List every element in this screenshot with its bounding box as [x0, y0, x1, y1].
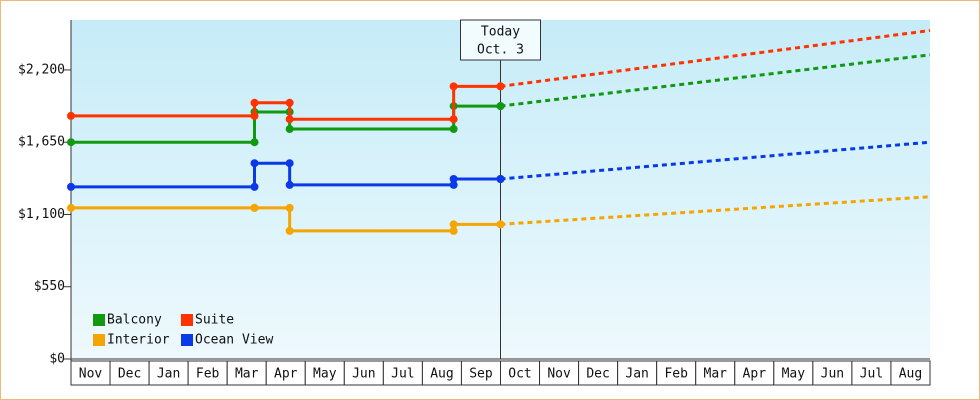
forecast-line [500, 53, 931, 108]
x-category-box [265, 360, 306, 386]
point [496, 174, 505, 183]
x-category-box [890, 360, 931, 386]
legend-label: Ocean View [195, 333, 273, 348]
x-category-box [460, 360, 502, 386]
x-tick-label: Feb [664, 367, 688, 382]
x-category-box [226, 360, 267, 386]
point [496, 82, 505, 91]
today-label: Oct. 3 [477, 43, 524, 58]
x-tick-label: Dec [586, 367, 609, 382]
x-tick-label: Oct [508, 367, 531, 382]
x-category-box [304, 360, 345, 386]
point [285, 226, 294, 235]
y-tick-label: $0 [49, 352, 65, 367]
x-tick-label: Dec [118, 367, 141, 382]
x-tick-label: Apr [274, 367, 298, 382]
x-tick-label: Aug [899, 367, 922, 382]
forecast-line [500, 29, 931, 88]
x-category-box [500, 360, 541, 386]
point [449, 220, 458, 229]
point [449, 174, 458, 183]
point [67, 111, 75, 120]
legend-swatch [181, 314, 193, 326]
x-tick-label: Feb [196, 367, 220, 382]
point [496, 220, 505, 229]
point [285, 125, 294, 134]
step-end-dot [449, 115, 458, 124]
y-tick-label: $550 [34, 279, 65, 294]
x-category-box [773, 360, 814, 386]
y-tick-label: $1,650 [18, 135, 65, 150]
point [449, 82, 458, 91]
x-tick-label: Apr [743, 367, 767, 382]
x-tick-label: Nov [79, 367, 103, 382]
legend-label: Balcony [107, 313, 162, 328]
x-category-box [656, 360, 697, 386]
point [67, 182, 75, 191]
x-tick-label: Aug [430, 367, 453, 382]
legend-swatch [93, 334, 105, 346]
today-label: Today [481, 25, 520, 40]
x-tick-label: Jan [625, 367, 648, 382]
x-tick-label: Jul [860, 367, 883, 382]
x-tick-label: Nov [547, 367, 571, 382]
legend-swatch [93, 314, 105, 326]
point [250, 159, 259, 168]
today-box [460, 19, 541, 61]
legend-swatch [181, 334, 193, 346]
legend-label: Suite [195, 313, 234, 328]
x-category-box [617, 360, 658, 386]
x-tick-label: Sep [469, 367, 493, 382]
x-category-box [695, 360, 736, 386]
x-tick-label: May [782, 367, 806, 382]
x-tick-label: Mar [235, 367, 259, 382]
x-tick-label: Jan [157, 367, 180, 382]
legend-label: Interior [107, 333, 170, 348]
step-end-dot [285, 159, 294, 168]
x-tick-label: May [313, 367, 337, 382]
point [67, 138, 75, 147]
step-end-dot [250, 111, 259, 120]
step-end-dot [250, 182, 259, 191]
step-end-dot [449, 226, 458, 235]
x-tick-label: Jun [352, 367, 375, 382]
x-category-box [734, 360, 775, 386]
point [285, 115, 294, 124]
x-category-box [578, 360, 619, 386]
step-end-dot [285, 98, 294, 107]
step-end-dot [449, 125, 458, 134]
point [250, 98, 259, 107]
point [496, 102, 505, 111]
point [285, 180, 294, 189]
x-category-box [343, 360, 384, 386]
y-tick-label: $2,200 [18, 62, 65, 77]
point [250, 203, 259, 212]
x-tick-label: Jul [391, 367, 414, 382]
x-tick-label: Jun [821, 367, 844, 382]
x-category-box [70, 360, 111, 386]
step-end-dot [285, 203, 294, 212]
step-end-dot [449, 180, 458, 189]
step-end-dot [250, 138, 259, 147]
x-tick-label: Mar [704, 367, 728, 382]
y-tick-label: $1,100 [18, 207, 65, 222]
x-category-box [851, 360, 892, 386]
x-category-box [421, 360, 462, 386]
point [67, 203, 75, 212]
x-category-box [539, 360, 580, 386]
